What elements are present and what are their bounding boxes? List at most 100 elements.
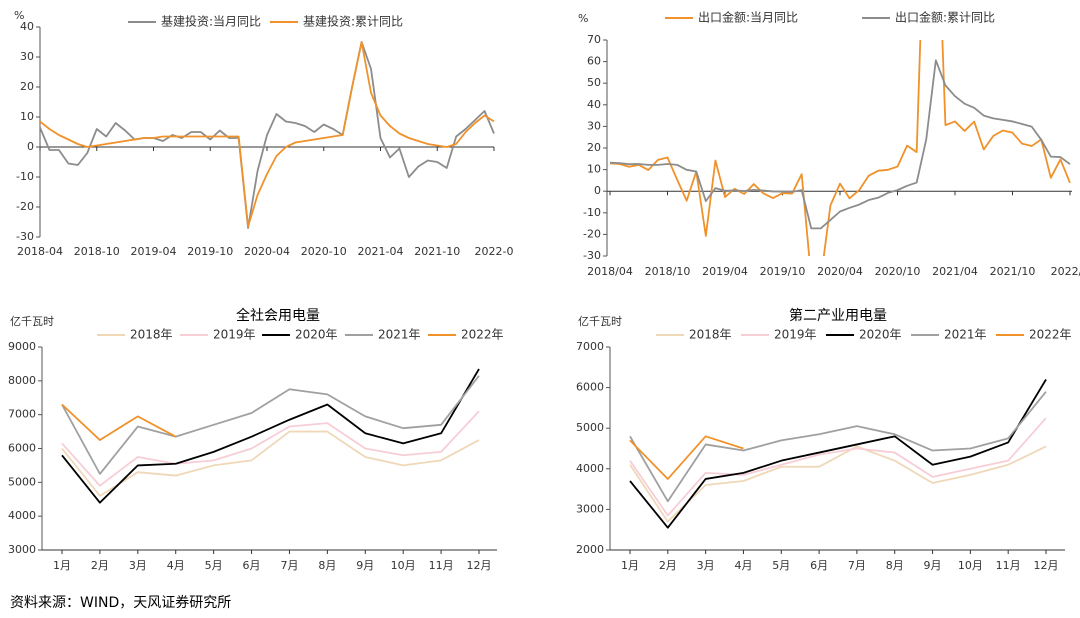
y-tick-label: 6000 [576,381,604,394]
y-tick-label: 3000 [576,502,604,515]
y-tick-label: -30 [583,249,601,262]
x-tick-label: 2019/10 [760,265,806,278]
y-tick-label: 10 [587,163,601,176]
legend-label: 基建投资:累计同比 [303,14,403,29]
x-tick-label: 7月 [280,559,298,572]
y-axis-label: 亿千瓦时 [578,315,622,328]
x-tick-label: 2022/0 [1051,265,1080,278]
legend-label: 2019年 [213,328,256,342]
x-tick-label: 2019-04 [131,245,177,258]
x-tick-label: 12月 [467,559,492,572]
legend-label: 2021年 [378,328,421,342]
x-tick-label: 2021/04 [932,265,978,278]
x-tick-label: 6月 [810,559,828,572]
legend-label: 2022年 [461,328,504,342]
series-line [61,368,480,504]
y-tick-label: 6000 [8,442,36,455]
x-tick-label: 8月 [318,559,336,572]
x-tick-label: 2月 [91,559,109,572]
legend-label: 2019年 [774,328,817,342]
legend-label: 2022年 [1029,328,1072,342]
y-tick-label: 70 [587,33,601,46]
x-tick-label: 1月 [621,559,639,572]
x-tick-label: 2018-04 [17,245,63,258]
x-tick-label: 5月 [772,559,790,572]
y-tick-label: 40 [587,98,601,111]
x-tick-label: 2020-04 [244,245,290,258]
y-tick-label: 3000 [8,543,36,556]
legend-label: 2020年 [859,328,902,342]
y-tick-label: 50 [587,76,601,89]
y-tick-label: 4000 [8,509,36,522]
x-tick-label: 2021-04 [358,245,404,258]
x-tick-label: 10月 [391,559,416,572]
x-tick-label: 2019/04 [702,265,748,278]
y-tick-label: -30 [16,230,34,243]
series-line [61,403,177,441]
x-tick-label: 9月 [356,559,374,572]
x-tick-label: 2019-10 [187,245,233,258]
x-tick-label: 2021-10 [414,245,460,258]
series-line [629,445,1047,523]
x-tick-label: 11月 [996,559,1021,572]
y-tick-label: -10 [16,170,34,183]
x-tick-label: 8月 [886,559,904,572]
y-tick-label: -20 [583,227,601,240]
y-axis-label: 亿千瓦时 [10,315,54,328]
series-line [609,59,1071,230]
chart-title: 第二产业用电量 [789,307,887,324]
x-tick-label: 4月 [734,559,752,572]
y-tick-label: 0 [594,184,601,197]
legend-label: 出口金额:累计同比 [895,10,995,25]
y-tick-label: 0 [27,140,34,153]
y-tick-label: 7000 [8,408,36,421]
x-tick-label: 9月 [924,559,942,572]
x-tick-label: 3月 [697,559,715,572]
y-tick-label: -10 [583,206,601,219]
y-tick-label: 20 [20,80,34,93]
x-tick-label: 5月 [205,559,223,572]
x-tick-label: 6月 [243,559,261,572]
y-tick-label: 9000 [8,340,36,353]
y-axis-label: % [578,12,588,25]
x-tick-label: 2021/10 [990,265,1036,278]
x-tick-label: 4月 [167,559,185,572]
y-tick-label: 7000 [576,340,604,353]
series-line [61,410,480,487]
y-tick-label: 4000 [576,462,604,475]
x-tick-label: 2020-10 [301,245,347,258]
y-tick-label: 5000 [576,421,604,434]
x-tick-label: 2020/04 [817,265,863,278]
legend-label: 2018年 [689,328,732,342]
x-tick-label: 1月 [53,559,71,572]
legend-label: 2020年 [295,328,338,342]
chart-title: 全社会用电量 [236,307,320,324]
y-tick-label: -20 [16,200,34,213]
x-tick-label: 2022-0 [475,245,514,258]
series-line [629,391,1047,503]
legend-label: 出口金额:当月同比 [698,10,798,25]
y-tick-label: 8000 [8,374,36,387]
series-line [629,435,744,480]
legend-label: 基建投资:当月同比 [161,14,261,29]
y-axis-label: % [14,9,24,22]
x-tick-label: 2018-10 [74,245,120,258]
y-tick-label: 30 [20,50,34,63]
x-tick-label: 7月 [848,559,866,572]
y-tick-label: 30 [587,119,601,132]
x-tick-label: 11月 [429,559,454,572]
legend-label: 2021年 [944,328,987,342]
series-line [609,40,1071,256]
x-tick-label: 2月 [659,559,677,572]
x-tick-label: 2020/10 [875,265,921,278]
series-line [629,379,1047,529]
x-tick-label: 10月 [958,559,983,572]
source-note: 资料来源：WIND，天风证券研究所 [10,595,231,611]
legend-label: 2018年 [130,328,173,342]
series-line [40,41,495,228]
y-tick-label: 60 [587,55,601,68]
x-tick-label: 12月 [1034,559,1059,572]
x-tick-label: 2018/04 [587,265,633,278]
y-tick-label: 5000 [8,475,36,488]
